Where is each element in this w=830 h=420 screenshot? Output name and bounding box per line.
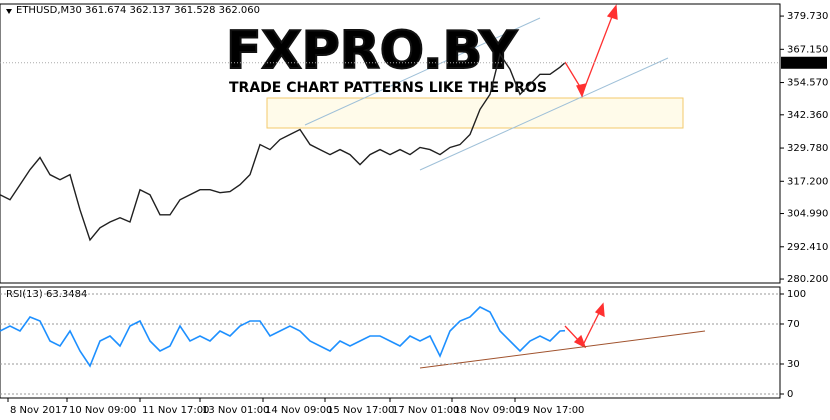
y-tick-label: 280.200 [787, 274, 828, 285]
x-tick-label: 17 Nov 01:00 [392, 405, 459, 416]
y-tick-label: 329.780 [787, 143, 828, 154]
x-tick-label: 19 Nov 17:00 [517, 405, 584, 416]
arrows [564, 4, 618, 349]
rsi-panel [0, 286, 781, 399]
y-tick-label: 292.410 [787, 242, 828, 253]
last-price-label: 362.060 [786, 58, 827, 69]
series-line [0, 52, 566, 242]
rsi-trend-line [419, 330, 706, 369]
watermark: FXPRO.BY TRADE CHART PATTERNS LIKE THE P… [225, 20, 547, 96]
channel-line [304, 17, 541, 126]
y-tick-label: 0 [787, 389, 793, 400]
watermark-subtitle: TRADE CHART PATTERNS LIKE THE PROS [229, 80, 547, 96]
x-tick-label: 13 Nov 01:00 [202, 405, 269, 416]
y-tick-label: 367.150 [787, 44, 828, 55]
x-tick-label: 11 Nov 17:00 [142, 405, 209, 416]
price-title: ETHUSD,M30 361.674 362.137 361.528 362.0… [16, 5, 260, 16]
rsi-title: RSI(13) 63.3484 [6, 289, 87, 300]
price-panel [0, 3, 781, 284]
y-tick-label: 70 [787, 319, 800, 330]
dropdown-icon [6, 9, 12, 14]
series-line [0, 306, 566, 368]
y-tick-label: 30 [787, 359, 800, 370]
x-tick-label: 18 Nov 09:00 [454, 405, 521, 416]
y-tick-label: 342.360 [787, 110, 828, 121]
channel-line [419, 57, 669, 171]
y-tick-label: 304.990 [787, 209, 828, 220]
y-tick-label: 354.570 [787, 78, 828, 89]
x-tick-label: 15 Nov 17:00 [327, 405, 394, 416]
x-tick-label: 8 Nov 2017 [10, 405, 68, 416]
x-tick-label: 14 Nov 09:00 [265, 405, 332, 416]
last-price-box [781, 56, 827, 69]
y-tick-label: 379.730 [787, 11, 828, 22]
y-tick-label: 100 [787, 289, 806, 300]
watermark-title: FXPRO.BY [226, 21, 518, 81]
x-tick-label: 10 Nov 09:00 [69, 405, 136, 416]
y-tick-label: 317.200 [787, 176, 828, 187]
